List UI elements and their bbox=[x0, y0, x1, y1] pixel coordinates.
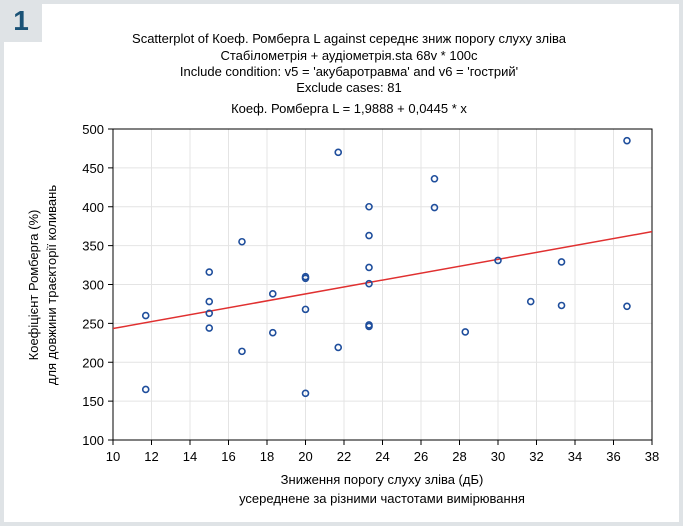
x-tick-label: 28 bbox=[452, 449, 466, 464]
scatter-point bbox=[301, 274, 310, 283]
scatter-point bbox=[141, 385, 150, 394]
y-tick-label: 200 bbox=[82, 355, 104, 370]
x-tick-label: 10 bbox=[106, 449, 120, 464]
x-tick-label: 34 bbox=[568, 449, 582, 464]
scatter-point bbox=[205, 268, 214, 276]
scatter-point bbox=[205, 309, 214, 318]
scatter-point bbox=[623, 136, 631, 145]
figure-number-badge: 1 bbox=[0, 0, 42, 42]
scatter-point bbox=[238, 347, 246, 356]
scatter-point bbox=[557, 301, 566, 310]
regression-line bbox=[112, 230, 653, 330]
x-tick-label: 32 bbox=[529, 449, 543, 464]
chart-title-line: Exclude cases: 81 bbox=[296, 80, 402, 95]
x-axis-label-line: Зниження порогу слуху зліва (дБ) bbox=[281, 472, 484, 487]
scatter-point bbox=[365, 263, 373, 272]
x-axis-label-line: усереднене за різними частотами вимірюва… bbox=[239, 491, 525, 506]
scatter-point bbox=[301, 389, 310, 398]
scatter-point bbox=[623, 302, 631, 311]
y-axis-label-line: Коефіцієнт Ромберга (%) bbox=[26, 210, 41, 361]
scatter-point bbox=[365, 231, 373, 240]
scatter-point bbox=[205, 324, 214, 332]
y-tick-label: 500 bbox=[82, 122, 104, 137]
chart-panel bbox=[4, 4, 679, 522]
scatter-point bbox=[557, 258, 566, 266]
y-axis-label-line: для довжини траєкторії коливань bbox=[44, 185, 59, 385]
scatter-point bbox=[268, 328, 277, 337]
x-tick-label: 26 bbox=[414, 449, 428, 464]
x-tick-label: 24 bbox=[375, 449, 389, 464]
scatter-point bbox=[365, 202, 373, 211]
y-tick-label: 400 bbox=[82, 200, 104, 215]
x-tick-label: 22 bbox=[337, 449, 351, 464]
scatter-point bbox=[334, 148, 343, 157]
scatter-point bbox=[141, 311, 150, 320]
scatter-point bbox=[205, 297, 214, 306]
scatter-point bbox=[526, 297, 535, 306]
scatter-point bbox=[301, 305, 310, 314]
x-tick-label: 20 bbox=[298, 449, 312, 464]
y-tick-label: 300 bbox=[82, 278, 104, 293]
x-tick-label: 36 bbox=[606, 449, 620, 464]
x-tick-label: 38 bbox=[645, 449, 659, 464]
x-tick-label: 14 bbox=[183, 449, 197, 464]
y-tick-label: 250 bbox=[82, 316, 104, 331]
y-tick-label: 350 bbox=[82, 239, 104, 254]
scatter-point bbox=[494, 256, 502, 265]
chart-title-line: Стабілометрія + аудіометрія.sta 68v * 10… bbox=[220, 48, 478, 63]
scatter-point bbox=[365, 279, 373, 288]
x-tick-label: 12 bbox=[144, 449, 158, 464]
y-tick-label: 100 bbox=[82, 433, 104, 448]
scatter-point bbox=[334, 343, 343, 352]
scatter-point bbox=[268, 290, 277, 298]
x-tick-label: 18 bbox=[260, 449, 274, 464]
y-tick-label: 450 bbox=[82, 161, 104, 176]
y-tick-label: 150 bbox=[82, 394, 104, 409]
scatter-point bbox=[461, 328, 470, 336]
x-tick-label: 16 bbox=[221, 449, 235, 464]
x-tick-label: 30 bbox=[491, 449, 505, 464]
scatter-point bbox=[430, 174, 439, 183]
scatter-point bbox=[238, 237, 246, 246]
chart-title-line: Коеф. Ромберга L = 1,9888 + 0,0445 * x bbox=[231, 101, 467, 116]
scatter-point bbox=[365, 322, 373, 331]
scatter-point bbox=[430, 203, 439, 212]
chart-title-line: Include condition: v5 = 'акубаротравма' … bbox=[180, 64, 518, 79]
chart-title-line: Scatterplot of Коеф. Ромберга L against … bbox=[132, 31, 567, 46]
